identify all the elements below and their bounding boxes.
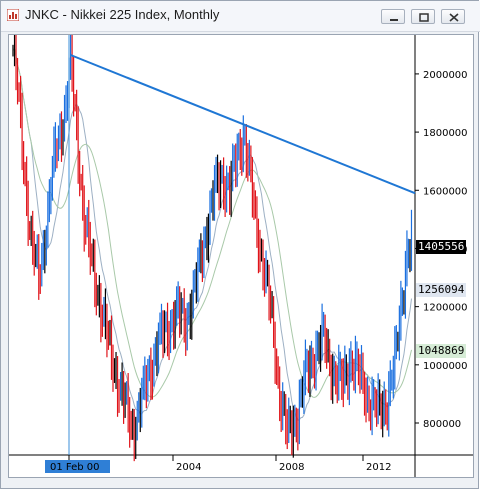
- title-bar[interactable]: JNKC - Nikkei 225 Index, Monthly: [1, 1, 480, 32]
- x-tick-label: 2004: [176, 462, 201, 473]
- price-marker-label: 1048869: [416, 343, 467, 358]
- x-cursor-label-bg: [45, 460, 110, 473]
- y-tick-label: 1600000: [423, 186, 468, 197]
- y-tick-label: 2000000: [423, 70, 468, 81]
- maximize-icon: [419, 13, 429, 22]
- window-title: JNKC - Nikkei 225 Index, Monthly: [25, 7, 220, 22]
- price-marker-label: 1405556: [416, 239, 467, 254]
- chart-area[interactable]: 8000001000000120000014000001600000180000…: [8, 34, 474, 478]
- price-chart[interactable]: 8000001000000120000014000001600000180000…: [9, 35, 473, 477]
- ma-fast-line: [12, 47, 412, 422]
- resistance-trendline: [70, 54, 416, 195]
- y-tick-label: 1800000: [423, 128, 468, 139]
- chart-app-icon: [7, 9, 19, 21]
- minimize-button[interactable]: [381, 9, 405, 24]
- y-tick-label: 1000000: [423, 361, 468, 372]
- close-button[interactable]: [441, 9, 465, 24]
- y-tick-label: 800000: [423, 419, 461, 430]
- x-cursor-label: 01 Feb 00: [50, 462, 100, 473]
- minimize-icon: [390, 19, 398, 21]
- price-marker-label: 1256094: [416, 283, 467, 298]
- x-tick-label: 2008: [279, 462, 304, 473]
- close-icon: [449, 13, 459, 22]
- maximize-button[interactable]: [411, 9, 435, 24]
- x-tick-label: 2012: [366, 462, 391, 473]
- y-tick-label: 1200000: [423, 303, 468, 314]
- ma-slow-line: [12, 47, 412, 398]
